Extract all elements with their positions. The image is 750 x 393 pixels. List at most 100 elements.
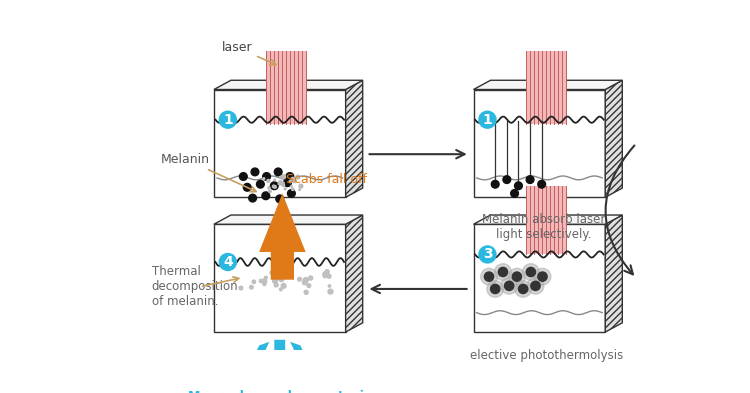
Circle shape: [484, 272, 494, 281]
Bar: [526, 51, 566, 124]
Circle shape: [307, 284, 310, 288]
Polygon shape: [346, 215, 363, 332]
Text: 1: 1: [482, 113, 492, 127]
Circle shape: [262, 192, 270, 200]
Circle shape: [243, 184, 251, 191]
Circle shape: [265, 276, 267, 279]
Circle shape: [251, 168, 259, 176]
Circle shape: [487, 281, 503, 297]
Circle shape: [262, 173, 271, 180]
Circle shape: [278, 182, 280, 185]
FancyArrowPatch shape: [605, 145, 634, 274]
Circle shape: [239, 286, 243, 290]
Circle shape: [501, 277, 518, 294]
Text: Scabs fall off: Scabs fall off: [286, 173, 368, 185]
Text: elective photothermolysis: elective photothermolysis: [470, 349, 624, 362]
Circle shape: [263, 178, 265, 180]
Circle shape: [494, 264, 512, 280]
Circle shape: [262, 283, 266, 286]
Circle shape: [296, 175, 300, 179]
Circle shape: [526, 176, 534, 184]
Text: Melanin: Melanin: [161, 153, 256, 192]
Circle shape: [290, 185, 292, 187]
Circle shape: [505, 281, 514, 290]
Circle shape: [260, 279, 262, 283]
Circle shape: [526, 267, 536, 277]
Polygon shape: [260, 193, 306, 280]
Circle shape: [284, 179, 291, 187]
Text: Thermal
decomposition
of melanin.: Thermal decomposition of melanin.: [152, 265, 238, 308]
Circle shape: [280, 272, 284, 276]
Polygon shape: [605, 215, 622, 332]
Circle shape: [267, 180, 270, 182]
Circle shape: [298, 277, 302, 281]
Circle shape: [534, 268, 550, 285]
Circle shape: [509, 268, 525, 285]
Circle shape: [249, 194, 256, 202]
Circle shape: [523, 264, 539, 280]
Text: laser: laser: [222, 41, 276, 65]
Text: 1: 1: [223, 113, 232, 127]
Circle shape: [219, 111, 236, 128]
Polygon shape: [232, 342, 269, 393]
Circle shape: [279, 277, 284, 281]
Circle shape: [268, 190, 272, 193]
Circle shape: [284, 188, 286, 190]
Circle shape: [304, 290, 308, 294]
Polygon shape: [290, 342, 328, 393]
Circle shape: [302, 280, 307, 285]
Circle shape: [283, 182, 284, 184]
Circle shape: [271, 182, 278, 189]
Circle shape: [328, 285, 331, 287]
Circle shape: [514, 281, 532, 297]
Polygon shape: [346, 80, 363, 197]
Text: Macrophage phagocytosis: Macrophage phagocytosis: [188, 390, 371, 393]
Circle shape: [287, 189, 296, 197]
Circle shape: [322, 272, 327, 276]
Polygon shape: [214, 215, 363, 224]
Circle shape: [491, 180, 499, 188]
Circle shape: [309, 276, 313, 280]
Circle shape: [512, 272, 521, 281]
Circle shape: [278, 181, 283, 185]
Circle shape: [303, 277, 308, 283]
Text: 4: 4: [223, 255, 232, 269]
Text: Melanin absorb laser
light selectively.: Melanin absorb laser light selectively.: [482, 213, 605, 241]
Circle shape: [531, 281, 540, 290]
Circle shape: [274, 270, 276, 273]
Circle shape: [274, 179, 275, 181]
Circle shape: [239, 173, 248, 180]
Circle shape: [511, 189, 518, 197]
Text: 3: 3: [483, 248, 492, 261]
Circle shape: [292, 188, 294, 191]
Circle shape: [252, 280, 256, 283]
Circle shape: [274, 185, 276, 188]
Circle shape: [262, 279, 267, 283]
Circle shape: [281, 283, 286, 288]
Circle shape: [268, 187, 270, 189]
Circle shape: [291, 177, 295, 181]
Circle shape: [518, 284, 528, 294]
Polygon shape: [473, 215, 622, 224]
Circle shape: [514, 182, 522, 189]
Circle shape: [280, 288, 282, 291]
Circle shape: [282, 184, 284, 186]
Circle shape: [219, 253, 236, 270]
Circle shape: [276, 195, 284, 203]
Circle shape: [479, 111, 496, 128]
Circle shape: [325, 270, 329, 274]
Circle shape: [538, 272, 547, 281]
Circle shape: [274, 283, 278, 287]
Circle shape: [272, 185, 275, 188]
Circle shape: [481, 268, 497, 285]
Polygon shape: [473, 80, 622, 90]
Circle shape: [327, 274, 331, 278]
Polygon shape: [214, 90, 346, 197]
Circle shape: [273, 279, 278, 283]
Circle shape: [289, 180, 292, 183]
Circle shape: [527, 277, 544, 294]
Circle shape: [282, 175, 286, 178]
Polygon shape: [473, 90, 605, 197]
Circle shape: [323, 274, 327, 278]
Circle shape: [250, 285, 254, 289]
